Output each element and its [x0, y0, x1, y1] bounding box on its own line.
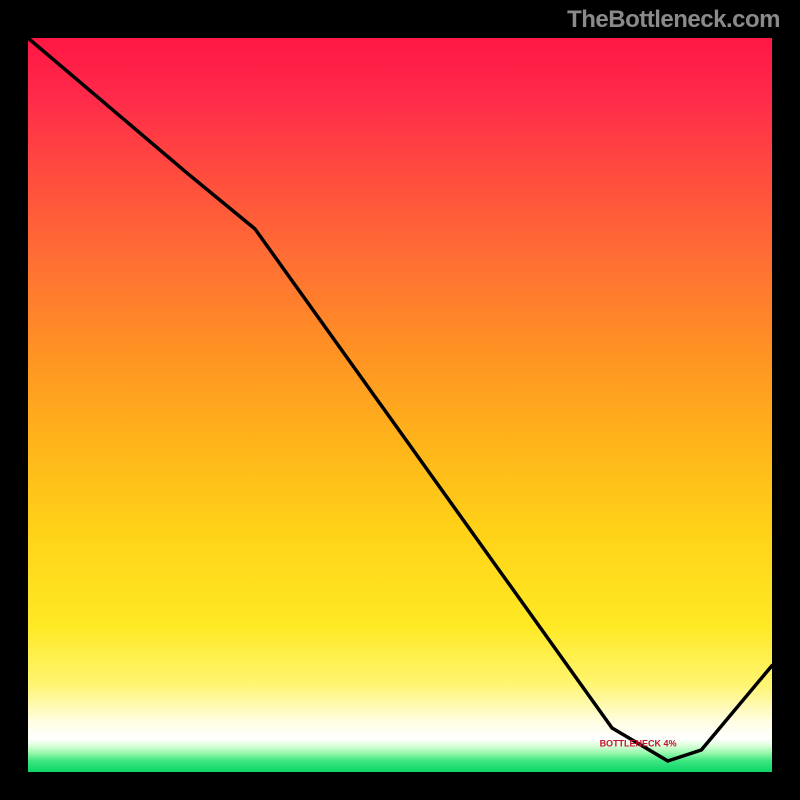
bottleneck-label: BOTTLENECK 4% — [600, 738, 677, 748]
chart-container: TheBottleneck.com BOTTLENECK 4% — [0, 0, 800, 800]
chart-svg: BOTTLENECK 4% — [20, 30, 780, 780]
gradient-background — [28, 38, 772, 772]
plot-area: BOTTLENECK 4% — [20, 30, 780, 780]
